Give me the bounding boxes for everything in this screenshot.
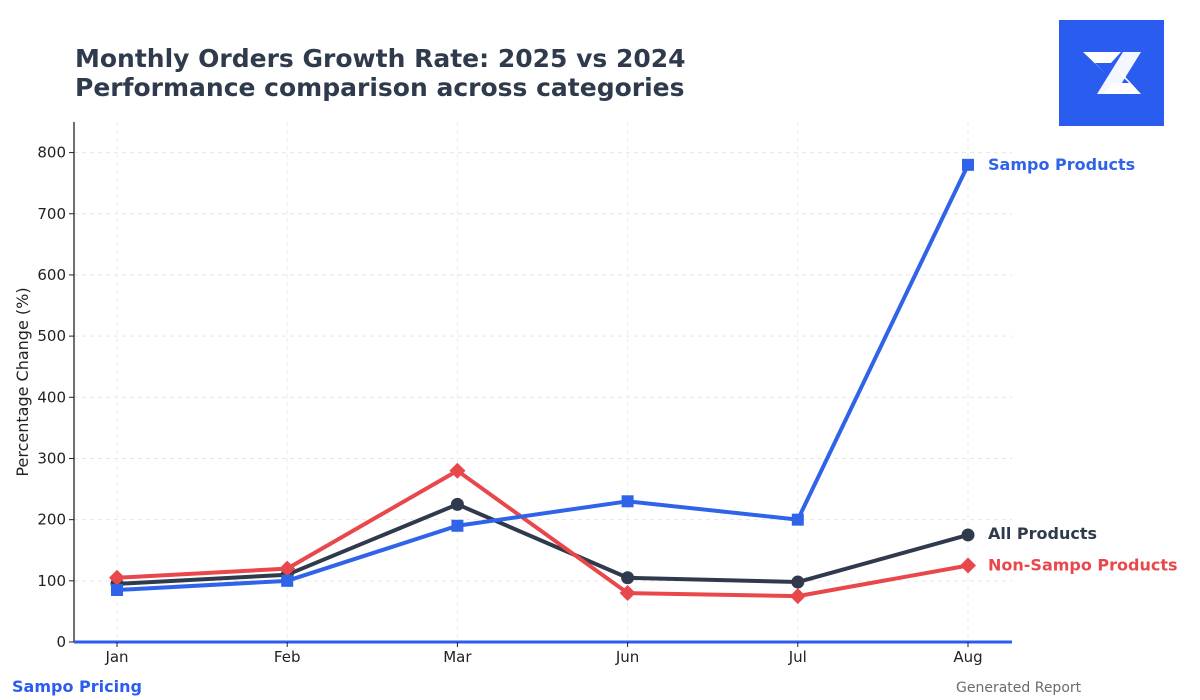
series-line-non-sampo-products [115, 468, 970, 599]
data-point-non-sampo-products [279, 560, 296, 577]
footer-note: Generated Report [956, 680, 1082, 696]
data-point-non-sampo-products [109, 569, 125, 586]
data-point-all-products [621, 571, 635, 585]
data-point-all-products [791, 575, 805, 589]
x-tick-label: Jun [615, 648, 639, 666]
data-point-sampo-products [281, 574, 294, 587]
data-point-non-sampo-products [960, 557, 976, 574]
y-tick-label: 0 [56, 633, 66, 651]
chart-title-line1: Monthly Orders Growth Rate: 2025 vs 2024 [75, 44, 686, 73]
series-label-all-products: All Products [988, 524, 1097, 543]
data-point-all-products [450, 497, 464, 511]
data-point-sampo-products [451, 519, 464, 532]
data-point-sampo-products [962, 158, 974, 171]
y-tick-label: 500 [37, 327, 66, 345]
data-point-all-products [961, 528, 975, 542]
data-point-sampo-products [111, 584, 123, 596]
x-tick-label: Jan [104, 648, 128, 666]
series-label-sampo-products: Sampo Products [988, 155, 1135, 174]
x-tick-label: Feb [274, 648, 301, 666]
y-tick-label: 100 [37, 572, 66, 590]
y-tick-label: 400 [37, 388, 66, 406]
data-point-non-sampo-products [449, 462, 466, 479]
series-line-sampo-products [115, 162, 970, 592]
data-point-sampo-products [791, 513, 804, 526]
footer-brand: Sampo Pricing [12, 677, 142, 696]
x-tick-label: Aug [953, 648, 982, 666]
y-tick-label: 800 [37, 144, 66, 162]
series-label-non-sampo-products: Non-Sampo Products [988, 556, 1178, 575]
data-point-non-sampo-products [619, 585, 636, 602]
y-tick-label: 700 [37, 205, 66, 223]
series-line-all-products [115, 502, 970, 586]
x-tick-label: Jul [788, 648, 807, 666]
sampo-s-logo-icon [1083, 52, 1141, 94]
sampo-logo [1059, 20, 1164, 126]
x-tick-label: Mar [443, 648, 472, 666]
y-tick-label: 600 [37, 266, 66, 284]
y-tick-label: 200 [37, 511, 66, 529]
y-tick-label: 300 [37, 449, 66, 467]
data-point-sampo-products [621, 495, 634, 508]
y-axis-label: Percentage Change (%) [13, 287, 32, 476]
chart-title: Monthly Orders Growth Rate: 2025 vs 2024… [75, 44, 686, 102]
data-point-non-sampo-products [789, 588, 806, 605]
chart-subtitle: Performance comparison across categories [75, 73, 685, 102]
